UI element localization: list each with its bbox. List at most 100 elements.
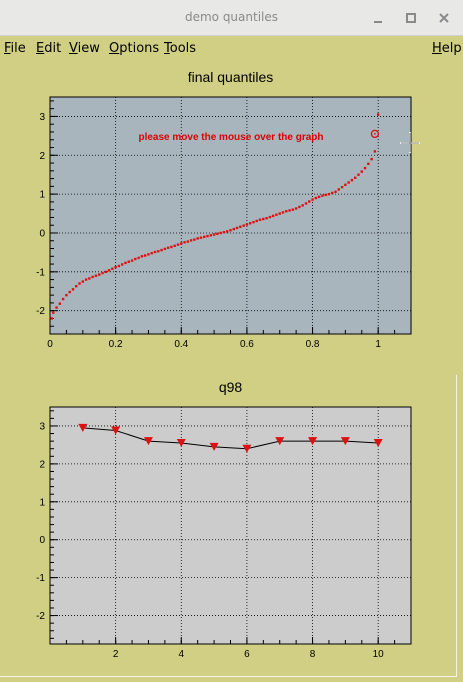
data-point [288, 209, 291, 212]
data-point [229, 229, 232, 232]
data-marker [209, 442, 219, 451]
data-point [121, 263, 124, 266]
series-line [82, 427, 379, 450]
minimize-button[interactable] [368, 8, 388, 28]
x-tick-label: 0.2 [109, 339, 123, 350]
data-point [203, 235, 206, 239]
x-tick-label: 2 [113, 649, 119, 660]
menu-view[interactable]: View [69, 41, 100, 56]
data-point [94, 274, 98, 277]
menu-edit[interactable]: Edit [36, 41, 62, 56]
data-point [314, 196, 318, 200]
data-point [317, 195, 321, 199]
close-icon [439, 13, 449, 23]
menu-options[interactable]: Options [109, 41, 160, 56]
data-point [157, 250, 160, 253]
plot-frame [49, 96, 412, 335]
y-tick-label: -1 [36, 573, 45, 584]
data-point [311, 198, 314, 201]
data-point [71, 288, 75, 291]
data-marker [78, 423, 88, 432]
data-point [235, 226, 239, 230]
data-point [298, 205, 301, 209]
data-marker [176, 439, 186, 448]
data-point [81, 280, 85, 283]
data-point [347, 181, 350, 184]
data-point [340, 185, 344, 189]
x-tick-label: 10 [373, 649, 385, 660]
y-tick-label: 2 [39, 151, 45, 162]
data-point [219, 231, 222, 235]
data-point [78, 282, 81, 285]
data-point [186, 240, 190, 243]
data-point [242, 224, 245, 227]
data-point [196, 237, 199, 240]
data-point [130, 259, 134, 262]
data-point [98, 273, 101, 276]
x-tick-label: 8 [310, 649, 316, 660]
data-point [180, 242, 183, 245]
data-marker [340, 437, 350, 446]
data-point [265, 217, 268, 220]
maximize-button[interactable] [401, 8, 421, 28]
data-point [245, 223, 249, 226]
data-marker [143, 437, 153, 446]
data-point [291, 208, 295, 211]
data-point [104, 270, 107, 274]
menu-file[interactable]: File [4, 41, 26, 56]
data-point [271, 214, 275, 218]
data-point [163, 247, 167, 251]
data-point [91, 275, 94, 279]
data-point [107, 269, 111, 272]
menu-bar: File Edit View Options Tools Help [0, 36, 463, 61]
chart-title: q98 [219, 379, 243, 395]
chart-title: final quantiles [188, 69, 274, 85]
data-point [308, 200, 311, 203]
data-point [75, 285, 78, 288]
plot-canvas[interactable]: final quantiles 0 0.2 0.4 0.6 0.8 1 -2 -1 0 1 2 3 ple… [0, 61, 463, 682]
chart-1: final quantiles 0 0.2 0.4 0.6 0.8 1 -2 -1 0 1 2 3 ple… [36, 69, 412, 350]
y-tick-label: -2 [36, 611, 45, 622]
data-point [166, 246, 170, 249]
data-point [337, 188, 340, 191]
data-point [52, 311, 55, 314]
highlight-marker [370, 129, 380, 139]
data-point [61, 297, 65, 301]
plot-canvas-svg[interactable]: final quantiles 0 0.2 0.4 0.6 0.8 1 -2 -1 0 1 2 3 ple… [0, 61, 463, 682]
data-point [88, 277, 91, 280]
chart-2: q98 2 4 6 8 10 -2 -1 0 1 2 3 [36, 379, 412, 660]
x-tick-label: 6 [244, 649, 250, 660]
menu-help[interactable]: Help [432, 41, 462, 56]
data-point [268, 215, 272, 219]
data-point [206, 234, 209, 238]
data-point [150, 251, 153, 255]
y-tick-label: 1 [39, 497, 45, 508]
y-tick-label: 0 [39, 535, 45, 546]
data-point [160, 248, 163, 252]
data-point [50, 317, 53, 320]
data-point [117, 264, 121, 268]
data-point [262, 217, 265, 221]
highlight-center [374, 133, 376, 135]
data-point [55, 306, 58, 309]
y-tick-label: 2 [39, 459, 45, 470]
menu-tools[interactable]: Tools [164, 41, 197, 56]
data-point [176, 243, 180, 246]
data-point [294, 207, 298, 210]
plot-frame [49, 406, 412, 645]
data-point [232, 227, 235, 231]
graph-annotation: please move the mouse over the graph [138, 132, 323, 143]
data-point [140, 255, 144, 258]
y-tick-label: 3 [39, 421, 45, 432]
data-point [285, 210, 288, 213]
data-point [216, 232, 219, 235]
data-point [101, 271, 104, 275]
data-point [275, 213, 278, 216]
data-point [331, 191, 334, 195]
data-marker [308, 437, 318, 446]
data-point [301, 204, 304, 207]
data-point [212, 233, 216, 236]
close-button[interactable] [434, 8, 454, 28]
data-point [334, 190, 337, 193]
data-point [226, 230, 229, 233]
